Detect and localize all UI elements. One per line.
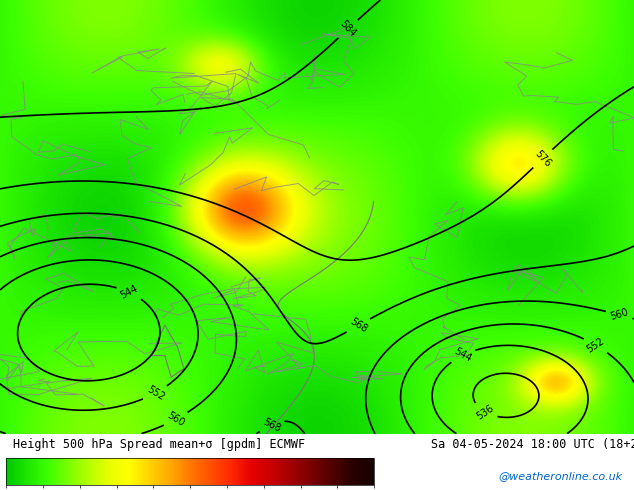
Text: Sa 04-05-2024 18:00 UTC (18+24): Sa 04-05-2024 18:00 UTC (18+24) xyxy=(431,438,634,451)
Text: 552: 552 xyxy=(585,336,606,355)
Text: Height 500 hPa Spread mean+σ [gpdm] ECMWF: Height 500 hPa Spread mean+σ [gpdm] ECMW… xyxy=(13,438,305,451)
Text: 584: 584 xyxy=(338,19,358,39)
Text: 560: 560 xyxy=(165,410,186,428)
Text: 544: 544 xyxy=(119,284,140,301)
Text: 568: 568 xyxy=(261,416,282,434)
Text: 568: 568 xyxy=(348,316,369,335)
Text: 544: 544 xyxy=(452,346,473,364)
Text: 576: 576 xyxy=(533,148,553,169)
Text: 552: 552 xyxy=(145,384,166,402)
Text: 560: 560 xyxy=(609,307,630,322)
Text: 536: 536 xyxy=(474,403,495,421)
Text: @weatheronline.co.uk: @weatheronline.co.uk xyxy=(499,471,623,481)
